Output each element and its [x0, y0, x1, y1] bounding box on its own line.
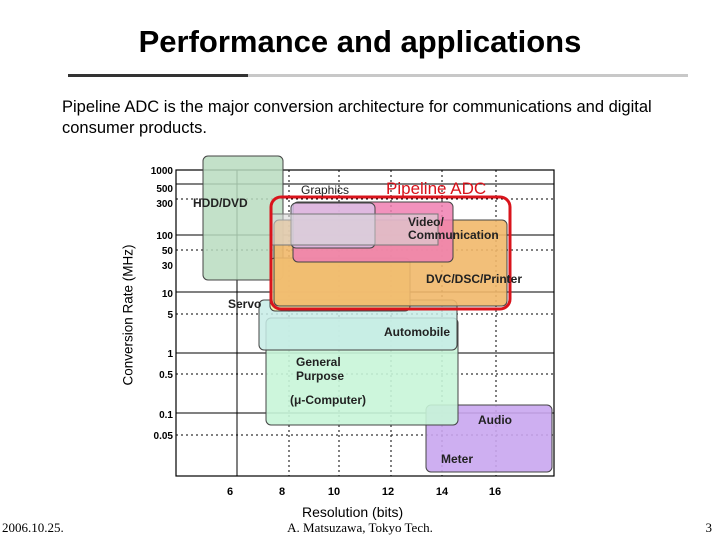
- y-tick-label: 1: [167, 349, 173, 360]
- y-tick-label: 100: [156, 231, 173, 242]
- y-tick-label: 300: [156, 199, 173, 210]
- footer-date: 2006.10.25.: [2, 520, 64, 535]
- page-number: 3: [705, 520, 713, 535]
- y-tick-label: 30: [162, 261, 174, 272]
- y-tick-label: 0.05: [154, 431, 174, 442]
- region-labels: HDD/DVD Graphics Video/ Communication DV…: [193, 183, 522, 466]
- label-meter: Meter: [441, 452, 473, 466]
- plot-frame: [175, 169, 555, 477]
- region-overlay: [269, 213, 439, 246]
- y-tick-label: 5: [167, 310, 173, 321]
- x-tick-label: 14: [436, 486, 449, 498]
- label-dvc-dsc-printer: DVC/DSC/Printer: [426, 272, 522, 286]
- x-tick-label: 10: [328, 486, 340, 498]
- y-tick-label: 1000: [151, 166, 174, 177]
- y-tick-labels: 1000 500 300 100 50 30 10 5 1 0.5 0.1 0.…: [151, 166, 174, 442]
- label-audio: Audio: [478, 413, 512, 427]
- y-tick-label: 0.5: [159, 370, 173, 381]
- x-tick-label: 12: [382, 486, 394, 498]
- slide-subtitle: Pipeline ADC is the major conversion arc…: [62, 98, 652, 137]
- footer-author: A. Matsuzawa, Tokyo Tech.: [287, 520, 433, 535]
- x-tick-label: 16: [489, 486, 501, 498]
- y-tick-label: 0.1: [159, 410, 173, 421]
- slide-title: Performance and applications: [138, 24, 582, 59]
- y-tick-label: 50: [162, 246, 174, 257]
- x-tick-label: 6: [227, 486, 233, 498]
- label-hdd-dvd: HDD/DVD: [193, 196, 248, 210]
- y-axis-label: Conversion Rate (MHz): [120, 244, 136, 386]
- label-pipeline-adc: Pipeline ADC: [386, 179, 486, 198]
- y-tick-label: 500: [156, 184, 173, 195]
- x-axis-label: Resolution (bits): [302, 504, 404, 520]
- title-rule-accent: [68, 74, 248, 77]
- label-purpose: Purpose: [296, 369, 344, 383]
- x-tick-label: 8: [279, 486, 285, 498]
- y-tick-label: 10: [162, 289, 174, 300]
- label-general: General: [296, 355, 341, 369]
- x-tick-labels: 6 8 10 12 14 16: [227, 486, 501, 498]
- label-automobile: Automobile: [384, 325, 450, 339]
- label-communication: Communication: [408, 228, 499, 242]
- pipeline-adc-highlight: [269, 195, 512, 311]
- label-graphics: Graphics: [301, 183, 349, 197]
- label-servo: Servo: [228, 297, 261, 311]
- label-video: Video/: [408, 215, 444, 229]
- title-rule: [68, 74, 688, 77]
- label-mu-computer: (μ-Computer): [290, 393, 366, 407]
